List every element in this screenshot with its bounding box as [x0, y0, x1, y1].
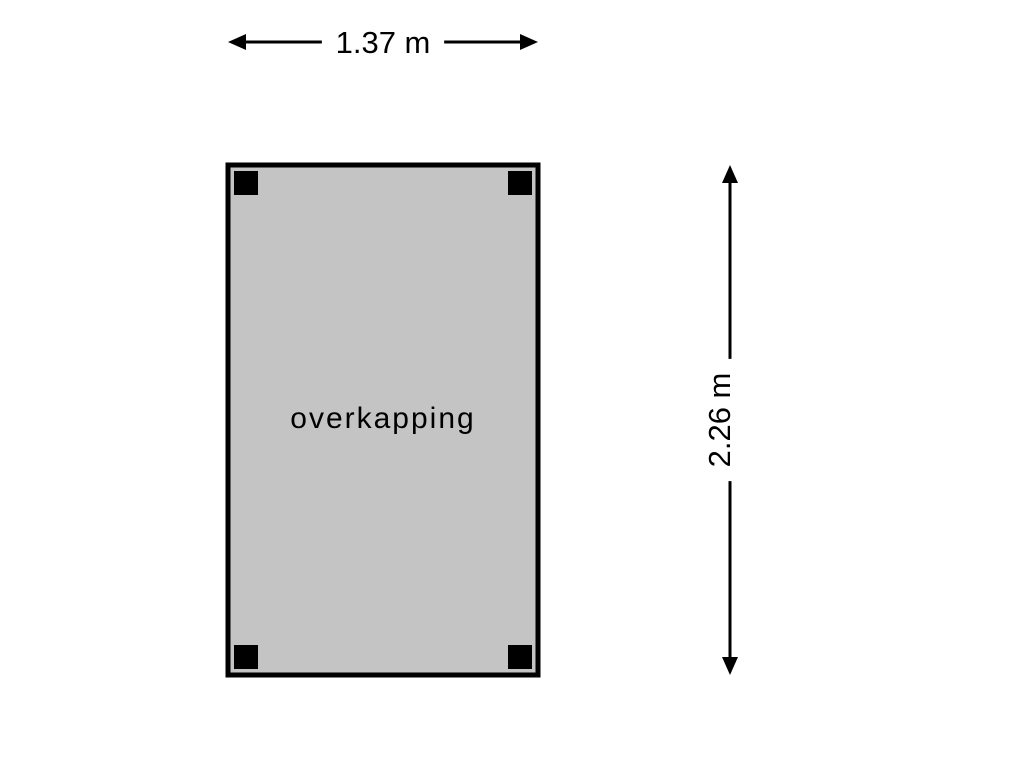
arrowhead-icon	[722, 165, 738, 183]
floorplan-diagram: overkapping 1.37 m 2.26 m	[0, 0, 1024, 768]
room-label: overkapping	[290, 402, 475, 435]
width-dimension-label: 1.37 m	[336, 25, 431, 60]
corner-marker	[508, 645, 532, 669]
corner-marker	[234, 171, 258, 195]
arrowhead-icon	[520, 34, 538, 50]
height-dimension-label: 2.26 m	[702, 373, 737, 468]
corner-marker	[234, 645, 258, 669]
arrowhead-icon	[228, 34, 246, 50]
arrowhead-icon	[722, 657, 738, 675]
corner-marker	[508, 171, 532, 195]
